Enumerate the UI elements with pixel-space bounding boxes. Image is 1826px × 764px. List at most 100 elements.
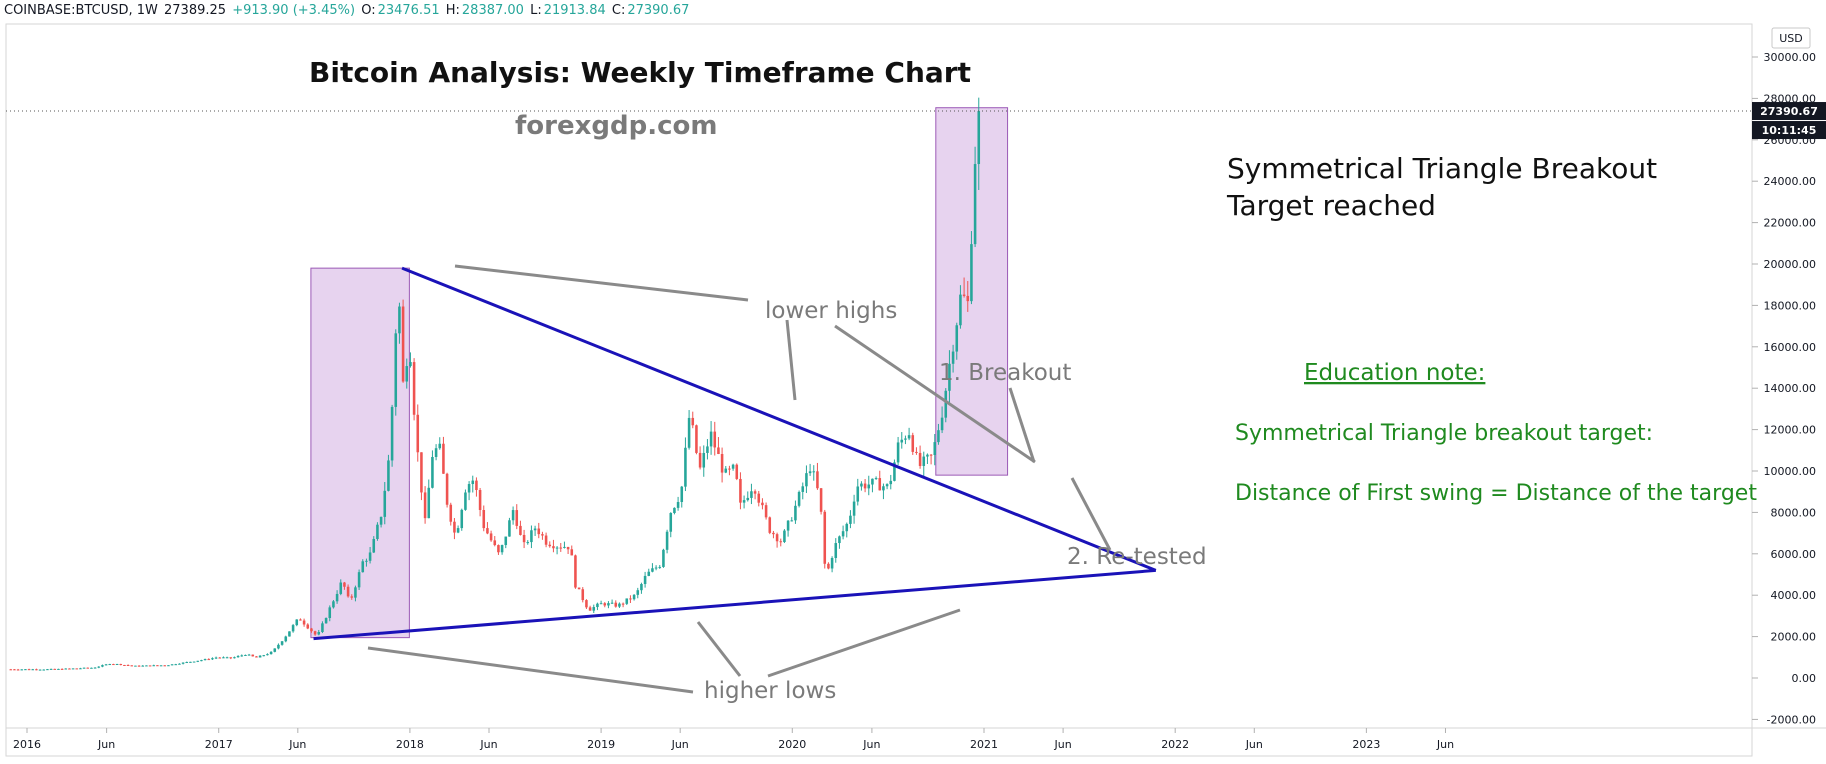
candle	[823, 509, 827, 569]
candle	[302, 618, 306, 627]
candle	[962, 277, 966, 298]
y-tick-label: 14000.00	[1764, 382, 1817, 395]
candle	[797, 490, 801, 508]
candle	[174, 663, 178, 666]
candle	[247, 653, 251, 656]
candle	[849, 510, 852, 529]
candle	[878, 470, 882, 491]
candle	[500, 544, 504, 555]
candle	[574, 554, 577, 589]
candle	[233, 656, 236, 659]
candle	[687, 410, 691, 450]
candle	[101, 664, 104, 668]
candle	[119, 663, 123, 666]
retested-label: 2. Re-tested	[1067, 544, 1207, 570]
candle	[460, 508, 464, 531]
candle	[625, 598, 629, 606]
candle	[145, 665, 148, 667]
y-tick-label: 30000.00	[1764, 51, 1817, 64]
candle	[20, 669, 24, 671]
candle	[339, 579, 343, 596]
lower-trendline	[313, 568, 1156, 641]
x-tick-label: 2018	[396, 738, 424, 751]
lower-highs-label: lower highs	[765, 298, 897, 324]
candle	[229, 657, 233, 660]
x-tick-label: Jun	[1054, 738, 1072, 751]
candle	[126, 664, 130, 666]
candle	[614, 600, 618, 608]
symbol-interval[interactable]: COINBASE:BTCUSD, 1W	[4, 3, 158, 18]
y-tick-label: 22000.00	[1764, 217, 1817, 230]
candle	[482, 505, 486, 532]
candle	[266, 653, 269, 656]
candle	[665, 529, 669, 554]
candle	[801, 482, 805, 500]
candle	[563, 541, 566, 549]
candle	[603, 602, 607, 608]
candle	[812, 465, 816, 481]
x-tick-label: 2017	[205, 738, 233, 751]
candle	[299, 618, 302, 621]
currency-label: USD	[1779, 32, 1803, 45]
candle	[412, 358, 416, 421]
candle	[269, 651, 273, 655]
candle	[181, 662, 185, 665]
candle	[97, 666, 101, 669]
candle	[148, 665, 152, 667]
education-note-line1: Symmetrical Triangle breakout target:	[1235, 421, 1653, 446]
candle	[354, 585, 357, 602]
candle	[431, 450, 434, 489]
x-tick-label: Jun	[671, 738, 689, 751]
candle	[75, 668, 79, 670]
candle	[757, 490, 761, 507]
candle	[676, 496, 680, 511]
target-note-line1: Symmetrical Triangle Breakout	[1227, 152, 1657, 185]
candle	[728, 465, 731, 476]
candle	[152, 664, 156, 667]
time-axis[interactable]: 2016 Jun 2017 Jun 2018 Jun 2019 Jun 2020 Jun 2021 J…	[13, 728, 1454, 751]
candle	[537, 522, 541, 539]
candle	[163, 665, 167, 667]
candle	[592, 604, 596, 614]
candle	[713, 421, 717, 456]
x-tick-label: 2021	[970, 738, 998, 751]
open-label: O:	[361, 3, 376, 18]
x-tick-label: Jun	[1436, 738, 1454, 751]
y-tick-label: 4000.00	[1771, 589, 1817, 602]
candle	[566, 546, 570, 555]
candle	[489, 530, 493, 542]
candle	[775, 532, 779, 548]
candle	[794, 500, 797, 524]
candle	[90, 667, 93, 669]
candle	[383, 481, 387, 525]
currency-badge: USD	[1771, 27, 1811, 49]
price-axis[interactable]: -2000.00 0.00 2000.00 4000.00 6000.00 8000.00…	[1752, 51, 1816, 726]
candle	[662, 548, 665, 568]
candle	[207, 658, 211, 661]
candle	[647, 568, 651, 577]
candle	[838, 535, 841, 549]
candle	[361, 559, 365, 573]
x-tick-label: 2019	[587, 738, 615, 751]
candle	[695, 424, 698, 455]
candle	[328, 605, 332, 622]
candle	[889, 474, 893, 490]
candle	[863, 479, 867, 493]
x-tick-label: Jun	[1245, 738, 1263, 751]
candle	[966, 281, 970, 312]
y-tick-label: 0.00	[1792, 672, 1817, 685]
close-value: 27390.67	[627, 3, 690, 18]
candle	[830, 556, 834, 573]
candle	[387, 454, 390, 492]
candle	[497, 544, 500, 555]
triangle-trendlines	[313, 266, 1157, 641]
candle	[284, 635, 288, 643]
y-tick-label: 20000.00	[1764, 258, 1817, 271]
candle	[240, 654, 244, 657]
candle	[24, 669, 27, 671]
plot-frame	[5, 23, 1753, 757]
candle	[13, 669, 16, 671]
candle	[343, 581, 346, 590]
